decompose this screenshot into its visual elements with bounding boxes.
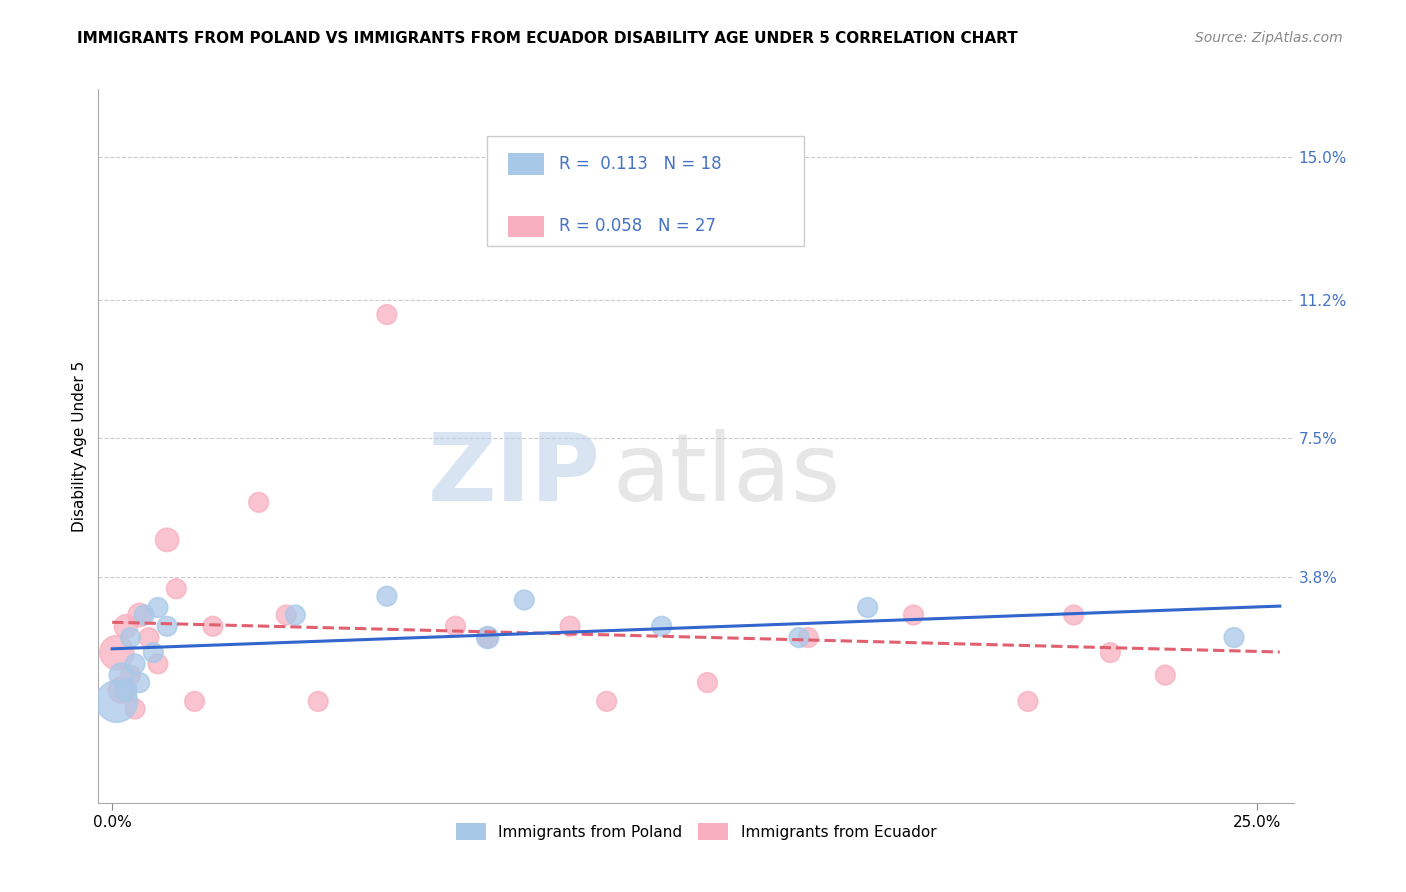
Legend: Immigrants from Poland, Immigrants from Ecuador: Immigrants from Poland, Immigrants from … [450, 817, 942, 847]
Point [375, 308, 398, 322]
Point [856, 600, 879, 615]
Point [787, 631, 810, 645]
Point [115, 619, 138, 633]
Point [124, 702, 146, 716]
Point [128, 675, 150, 690]
Point [124, 657, 146, 671]
Point [444, 619, 467, 633]
Text: IMMIGRANTS FROM POLAND VS IMMIGRANTS FROM ECUADOR DISABILITY AGE UNDER 5 CORRELA: IMMIGRANTS FROM POLAND VS IMMIGRANTS FRO… [77, 31, 1018, 46]
Point [247, 495, 270, 509]
Point [110, 668, 132, 682]
Point [146, 600, 169, 615]
Point [477, 631, 499, 645]
Point [165, 582, 187, 596]
Point [120, 668, 142, 682]
Point [375, 589, 398, 603]
Point [105, 694, 128, 708]
Point [128, 607, 150, 622]
Text: atlas: atlas [613, 428, 841, 521]
Point [1099, 646, 1122, 660]
Y-axis label: Disability Age Under 5: Disability Age Under 5 [72, 360, 87, 532]
Text: ZIP: ZIP [427, 428, 600, 521]
Text: Source: ZipAtlas.com: Source: ZipAtlas.com [1195, 31, 1343, 45]
Point [183, 694, 205, 708]
Point [1063, 607, 1085, 622]
Point [651, 619, 673, 633]
Point [1017, 694, 1039, 708]
Point [595, 694, 617, 708]
Point [307, 694, 329, 708]
Point [696, 675, 718, 690]
Point [558, 619, 581, 633]
Text: R = 0.058   N = 27: R = 0.058 N = 27 [558, 218, 716, 235]
Point [138, 631, 160, 645]
Point [284, 607, 307, 622]
Point [1223, 631, 1246, 645]
Point [115, 683, 138, 698]
Text: R =  0.113   N = 18: R = 0.113 N = 18 [558, 155, 721, 173]
Point [1154, 668, 1177, 682]
Point [156, 533, 179, 547]
Point [201, 619, 224, 633]
Point [146, 657, 169, 671]
Point [105, 646, 128, 660]
Bar [486, 136, 804, 246]
Point [134, 607, 156, 622]
Point [110, 683, 132, 698]
Point [513, 593, 536, 607]
Point [797, 631, 820, 645]
Point [120, 631, 142, 645]
Point [156, 619, 179, 633]
Bar [509, 153, 544, 175]
Point [276, 607, 298, 622]
Point [477, 631, 499, 645]
Point [142, 646, 165, 660]
Point [903, 607, 925, 622]
Bar [509, 216, 544, 237]
